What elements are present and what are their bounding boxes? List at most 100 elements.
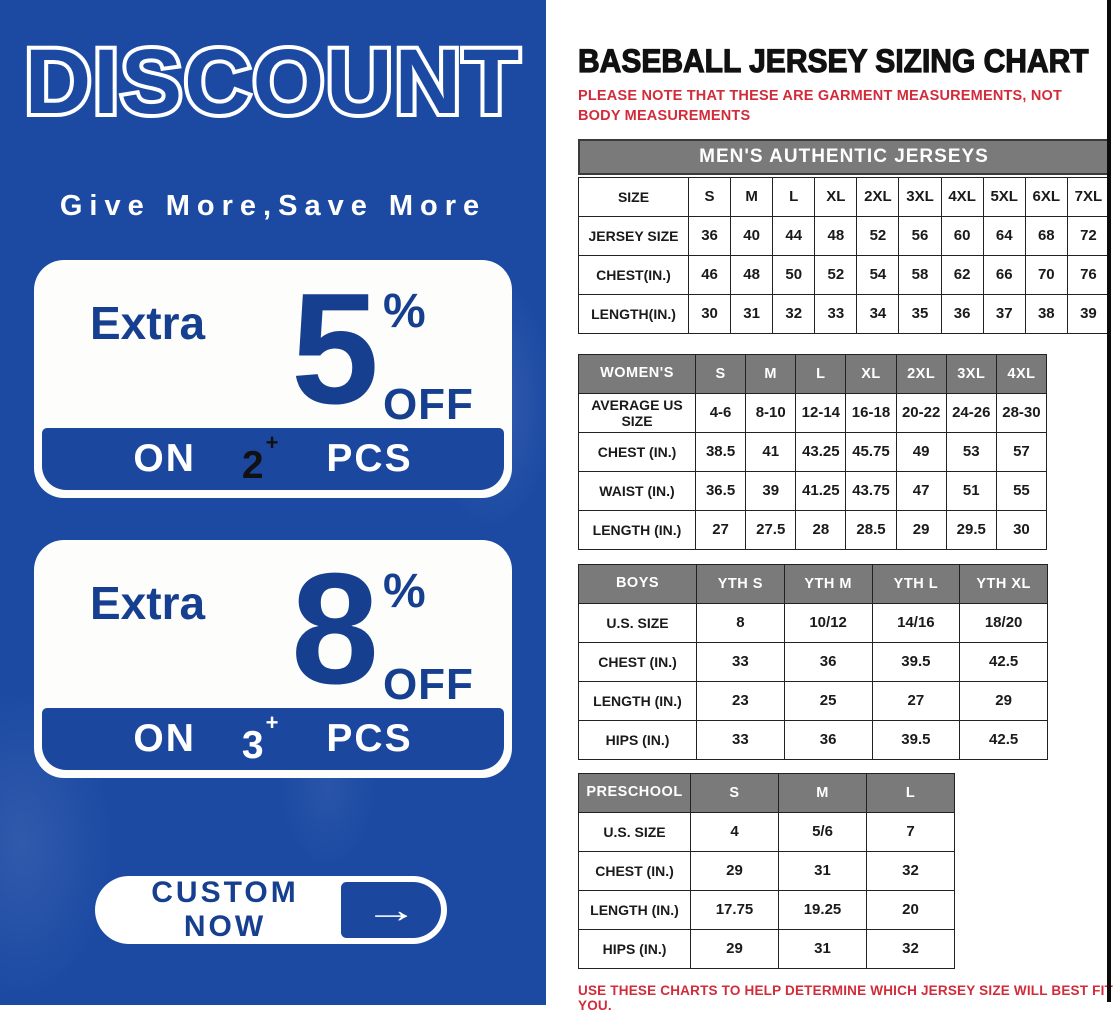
table-cell: 55: [995, 470, 1048, 511]
table-cell: 16-18: [845, 392, 897, 433]
fit-advice-note: USE THESE CHARTS TO HELP DETERMINE WHICH…: [578, 982, 1114, 1013]
table-cell: 51: [945, 470, 997, 511]
table-cell: 53: [945, 431, 997, 472]
discount-title: DISCOUNT: [21, 27, 523, 137]
pcs-label: PCS: [326, 717, 413, 760]
table-header-cell: 5XL: [982, 176, 1026, 217]
table-row-label: CHEST (IN.): [578, 641, 697, 682]
table-cell: 56: [898, 215, 942, 256]
right-edge-divider: [1107, 0, 1111, 1002]
table-cell: 35: [898, 293, 942, 334]
table-cell: 4-6: [694, 392, 747, 433]
table-cell: 31: [730, 293, 774, 334]
womens-sizing-table: WOMEN'S S M L XL 2XL 3XL 4XL AVERAGE US SIZE 4-6 8…: [578, 353, 1048, 550]
custom-now-label: CUSTOM NOW: [151, 876, 299, 943]
table-cell: 44: [772, 215, 816, 256]
table-cell: 58: [898, 254, 942, 295]
table-row-label: U.S. SIZE: [578, 602, 697, 643]
table-header-row: BOYS YTH S YTH M YTH L YTH XL: [578, 563, 1048, 604]
offer-percent-side: % OFF: [383, 280, 474, 430]
table-cell: 33: [696, 719, 785, 760]
table-row: CHEST(IN.) 46 48 50 52 54 58 62 66 70 76: [578, 254, 1111, 295]
table-cell: 39: [745, 470, 797, 511]
offer-percent-value: 5: [291, 261, 379, 437]
table-cell: 43.75: [845, 470, 897, 511]
garment-measurement-note: PLEASE NOTE THAT THESE ARE GARMENT MEASU…: [578, 88, 1063, 125]
table-cell: 68: [1024, 215, 1068, 256]
table-header-cell: YTH S: [696, 563, 785, 604]
table-cell: 17.75: [690, 889, 779, 930]
table-cell: 52: [856, 215, 900, 256]
table-cell: 70: [1024, 254, 1068, 295]
table-cell: 29: [895, 509, 947, 550]
table-cell: 27.5: [745, 509, 797, 550]
table-row-label: LENGTH(IN.): [578, 293, 689, 334]
table-row-label: U.S. SIZE: [578, 811, 691, 852]
table-cell: 19.25: [778, 889, 867, 930]
table-header-cell: M: [745, 353, 797, 394]
table-cell: 36: [783, 641, 873, 682]
offer-prefix: Extra: [90, 297, 206, 349]
table-cell: 7: [866, 811, 955, 852]
table-cell: 45.75: [845, 431, 897, 472]
table-row-label: WAIST (IN.): [578, 470, 696, 511]
table-row: LENGTH (IN.) 17.75 19.25 20: [578, 889, 955, 930]
table-cell: 23: [696, 680, 785, 721]
table-cell: 76: [1066, 254, 1111, 295]
table-cell: 41: [745, 431, 797, 472]
table-row: LENGTH (IN.) 27 27.5 28 28.5 29 29.5 30: [578, 509, 1048, 550]
mens-sizing-table: SIZE S M L XL 2XL 3XL 4XL 5XL 6XL 7XL JERSEY SIZE 36…: [578, 176, 1111, 334]
table-cell: 5/6: [778, 811, 867, 852]
table-header-row: SIZE S M L XL 2XL 3XL 4XL 5XL 6XL 7XL: [578, 176, 1111, 217]
table-cell: 36: [687, 215, 732, 256]
table-cell: 27: [694, 509, 747, 550]
table-cell: 49: [895, 431, 947, 472]
table-row-label: LENGTH (IN.): [578, 889, 691, 930]
table-header-cell: 3XL: [898, 176, 942, 217]
offer-percent-side: % OFF: [383, 560, 474, 710]
table-cell: 38.5: [694, 431, 747, 472]
table-row: JERSEY SIZE 36 40 44 48 52 56 60 64 68 72: [578, 215, 1111, 256]
table-header-cell: 7XL: [1066, 176, 1111, 217]
table-header-row: PRESCHOOL S M L: [578, 772, 955, 813]
table-row: LENGTH(IN.) 30 31 32 33 34 35 36 37 38 39: [578, 293, 1111, 334]
table-cell: 30: [995, 509, 1048, 550]
offer-percent-value: 8: [291, 541, 379, 717]
table-header-cell: L: [772, 176, 816, 217]
table-row: HIPS (IN.) 29 31 32: [578, 928, 955, 969]
table-header-cell: 4XL: [940, 176, 984, 217]
table-cell: 30: [687, 293, 732, 334]
table-header-cell: YTH XL: [959, 563, 1048, 604]
table-header-cell: XL: [845, 353, 897, 394]
table-cell: 4: [690, 811, 779, 852]
table-cell: 62: [940, 254, 984, 295]
table-cell: 25: [783, 680, 873, 721]
table-cell: 32: [772, 293, 816, 334]
table-header-cell: YTH L: [871, 563, 961, 604]
table-row: CHEST (IN.) 38.5 41 43.25 45.75 49 53 57: [578, 431, 1048, 472]
custom-now-button[interactable]: CUSTOM NOW →: [95, 876, 447, 944]
table-cell: 32: [866, 850, 955, 891]
table-header-cell: YTH M: [783, 563, 873, 604]
table-row-label: LENGTH (IN.): [578, 680, 697, 721]
table-row-label: CHEST (IN.): [578, 850, 691, 891]
table-row-label: HIPS (IN.): [578, 928, 691, 969]
pcs-label: PCS: [326, 437, 413, 480]
offer-condition-band: ON 2+ PCS: [42, 428, 504, 490]
chart-title: BASEBALL JERSEY SIZING CHART: [577, 43, 1089, 80]
sizing-chart-panel: BASEBALL JERSEY SIZING CHART PLEASE NOTE…: [577, 0, 1116, 1013]
off-label: OFF: [382, 380, 474, 429]
table-row: WAIST (IN.) 36.5 39 41.25 43.75 47 51 55: [578, 470, 1048, 511]
offer-prefix: Extra: [90, 577, 206, 629]
table-cell: 43.25: [795, 431, 847, 472]
table-row-label: JERSEY SIZE: [578, 215, 689, 256]
table-cell: 64: [982, 215, 1026, 256]
table-cell: 46: [687, 254, 732, 295]
table-cell: 29: [959, 680, 1048, 721]
plus-sign: +: [265, 430, 281, 455]
table-header-cell: 3XL: [945, 353, 997, 394]
table-cell: 38: [1024, 293, 1068, 334]
table-cell: 36: [783, 719, 873, 760]
offer-top: Extra 5 % OFF: [34, 260, 512, 430]
table-cell: 50: [772, 254, 816, 295]
